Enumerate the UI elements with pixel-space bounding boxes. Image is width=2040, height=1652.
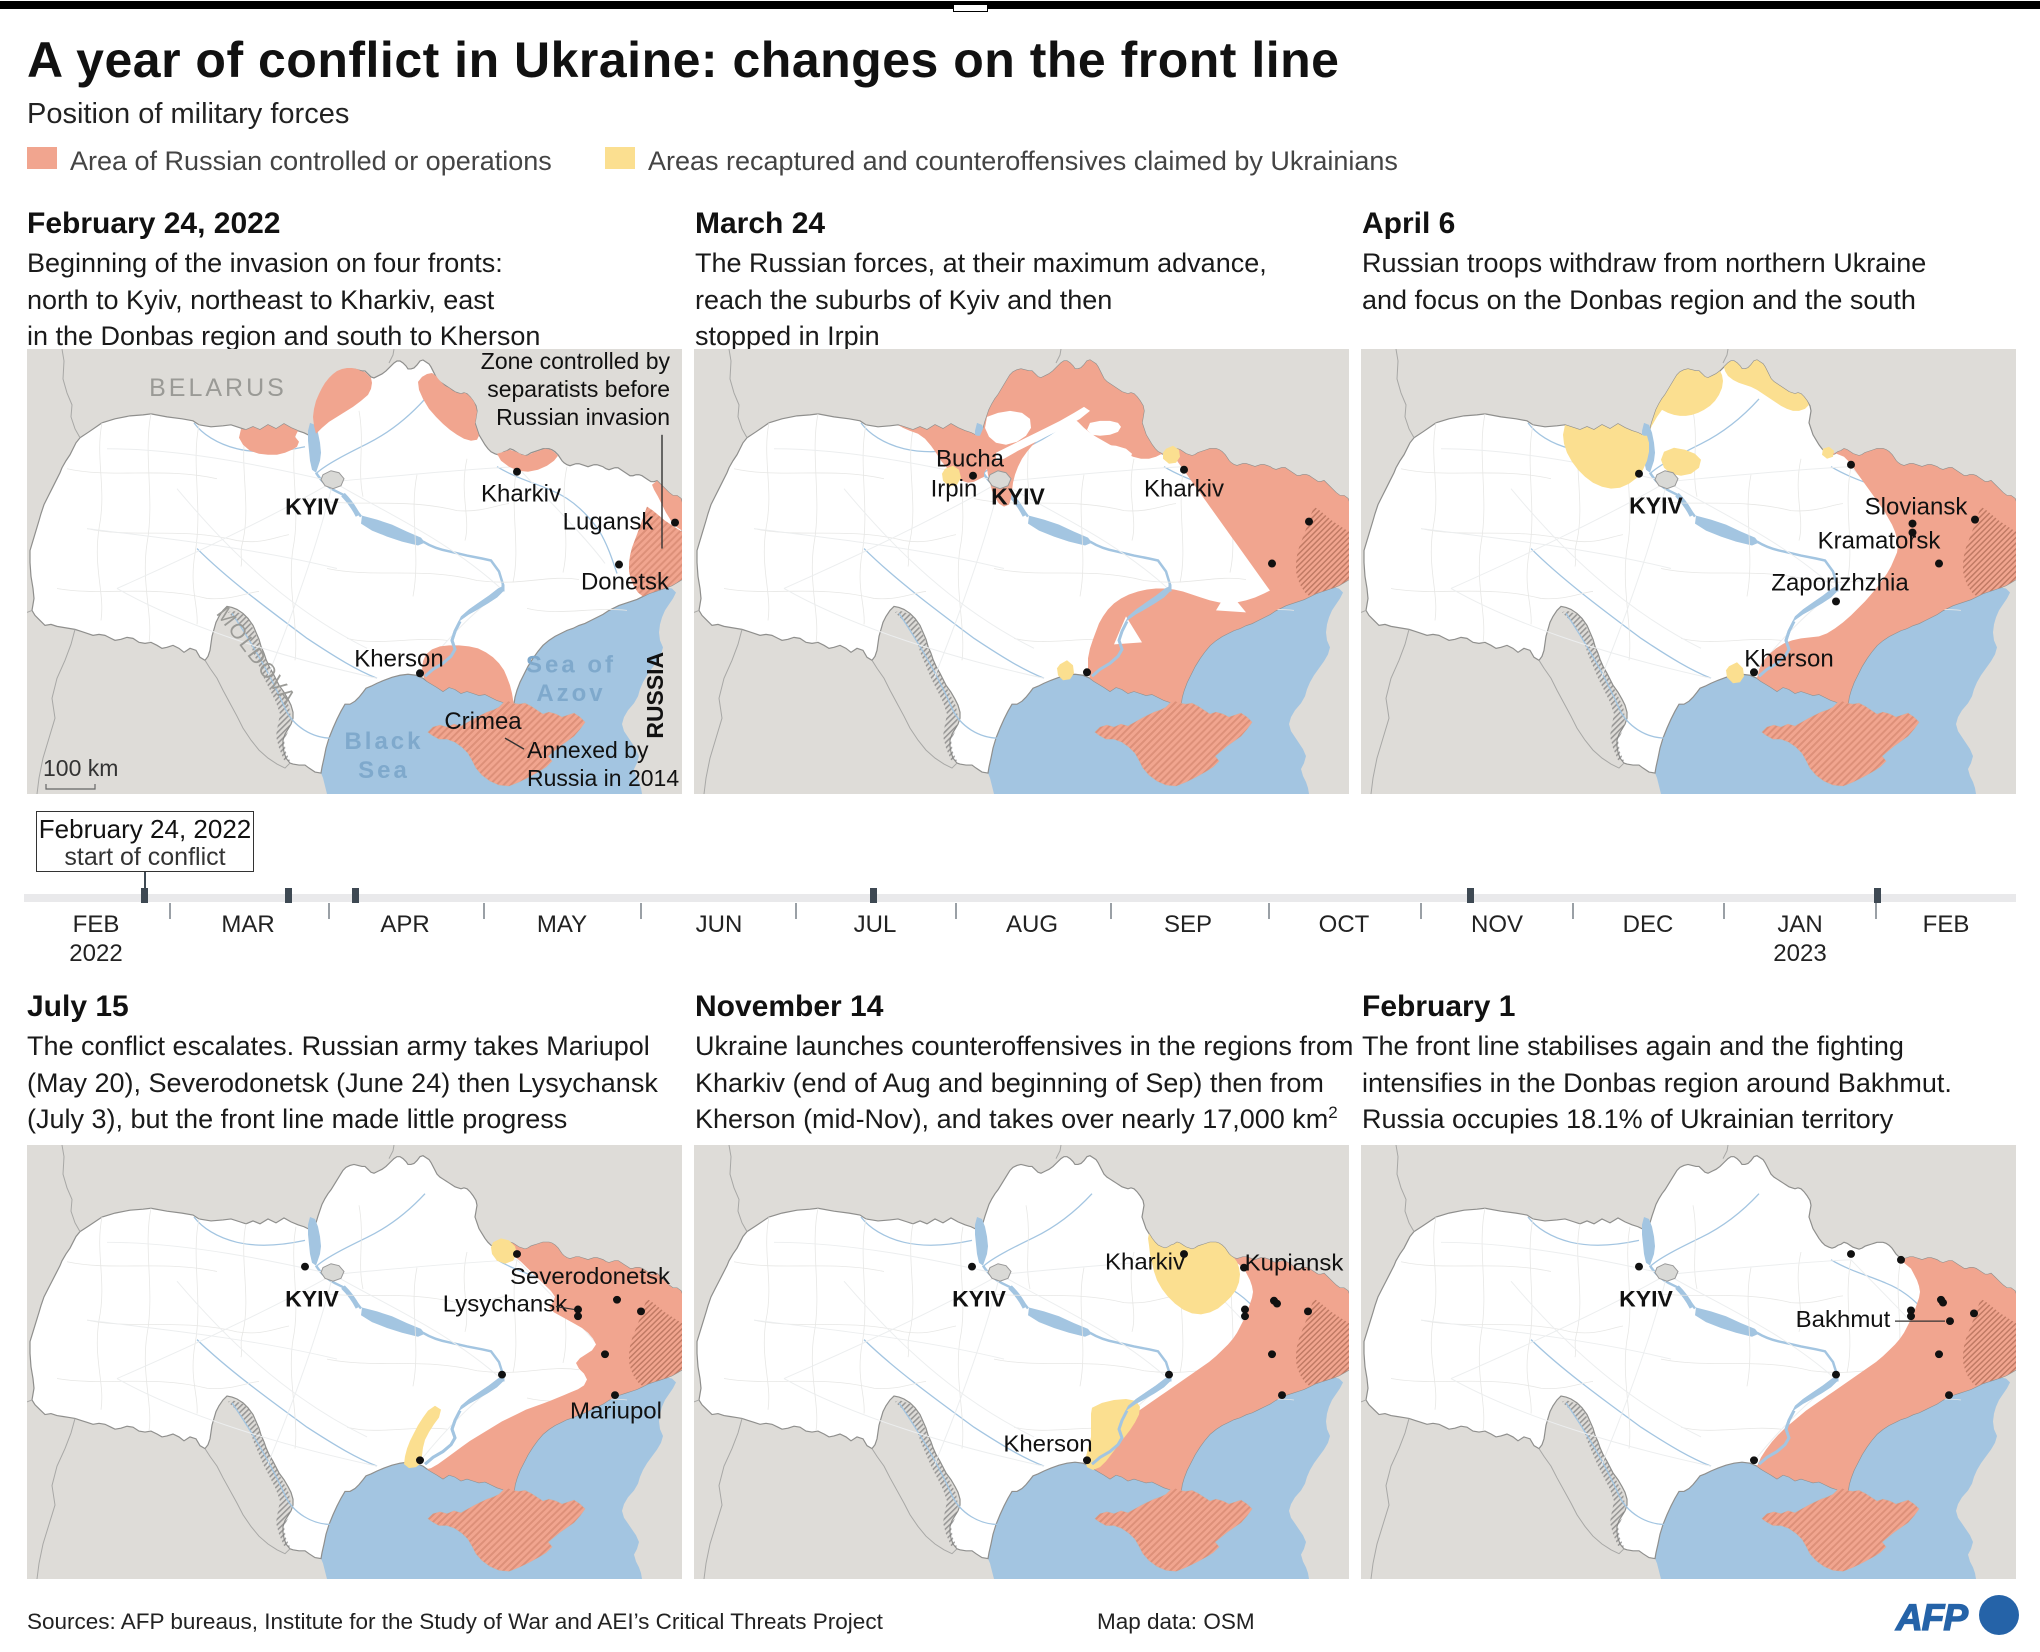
svg-text:Zone controlled by: Zone controlled by xyxy=(481,349,671,374)
svg-text:Mariupol: Mariupol xyxy=(570,1399,662,1425)
svg-text:Zaporizhzhia: Zaporizhzhia xyxy=(1771,569,1909,596)
svg-text:Lysychansk: Lysychansk xyxy=(443,1292,568,1318)
svg-text:Black: Black xyxy=(344,728,423,755)
svg-text:Kherson: Kherson xyxy=(354,645,443,672)
svg-text:KYIV: KYIV xyxy=(1619,1286,1673,1312)
svg-text:Russian invasion: Russian invasion xyxy=(496,404,670,430)
svg-text:Kharkiv: Kharkiv xyxy=(1144,476,1224,503)
svg-text:Crimea: Crimea xyxy=(444,708,522,735)
svg-text:Sea: Sea xyxy=(358,757,410,784)
svg-text:Irpin: Irpin xyxy=(931,476,978,503)
svg-text:Sloviansk: Sloviansk xyxy=(1865,494,1969,521)
svg-text:Severodonetsk: Severodonetsk xyxy=(510,1264,670,1290)
svg-text:Bucha: Bucha xyxy=(936,446,1005,473)
svg-text:Annexed by: Annexed by xyxy=(527,737,649,763)
svg-text:Bakhmut: Bakhmut xyxy=(1796,1307,1891,1333)
svg-text:KYIV: KYIV xyxy=(285,1286,339,1312)
svg-text:RUSSIA: RUSSIA xyxy=(642,652,668,739)
svg-text:BELARUS: BELARUS xyxy=(149,374,287,402)
svg-text:Kramatorsk: Kramatorsk xyxy=(1818,528,1942,555)
svg-text:Lugansk: Lugansk xyxy=(563,509,655,536)
svg-text:Kherson: Kherson xyxy=(1003,1432,1092,1458)
svg-text:Azov: Azov xyxy=(536,680,605,707)
svg-text:Kharkiv: Kharkiv xyxy=(481,481,561,508)
svg-text:KYIV: KYIV xyxy=(952,1286,1006,1312)
svg-text:KYIV: KYIV xyxy=(1629,493,1683,519)
svg-text:Kupiansk: Kupiansk xyxy=(1245,1251,1344,1277)
svg-text:separatists before: separatists before xyxy=(487,376,670,402)
svg-text:KYIV: KYIV xyxy=(285,494,339,520)
svg-text:KYIV: KYIV xyxy=(991,484,1045,510)
svg-text:Sea of: Sea of xyxy=(526,651,616,678)
svg-text:Donetsk: Donetsk xyxy=(581,568,670,595)
svg-text:100 km: 100 km xyxy=(43,755,118,781)
svg-text:Russia in 2014: Russia in 2014 xyxy=(527,765,679,791)
svg-text:Kharkiv: Kharkiv xyxy=(1105,1250,1185,1276)
svg-text:Kherson: Kherson xyxy=(1744,645,1833,672)
